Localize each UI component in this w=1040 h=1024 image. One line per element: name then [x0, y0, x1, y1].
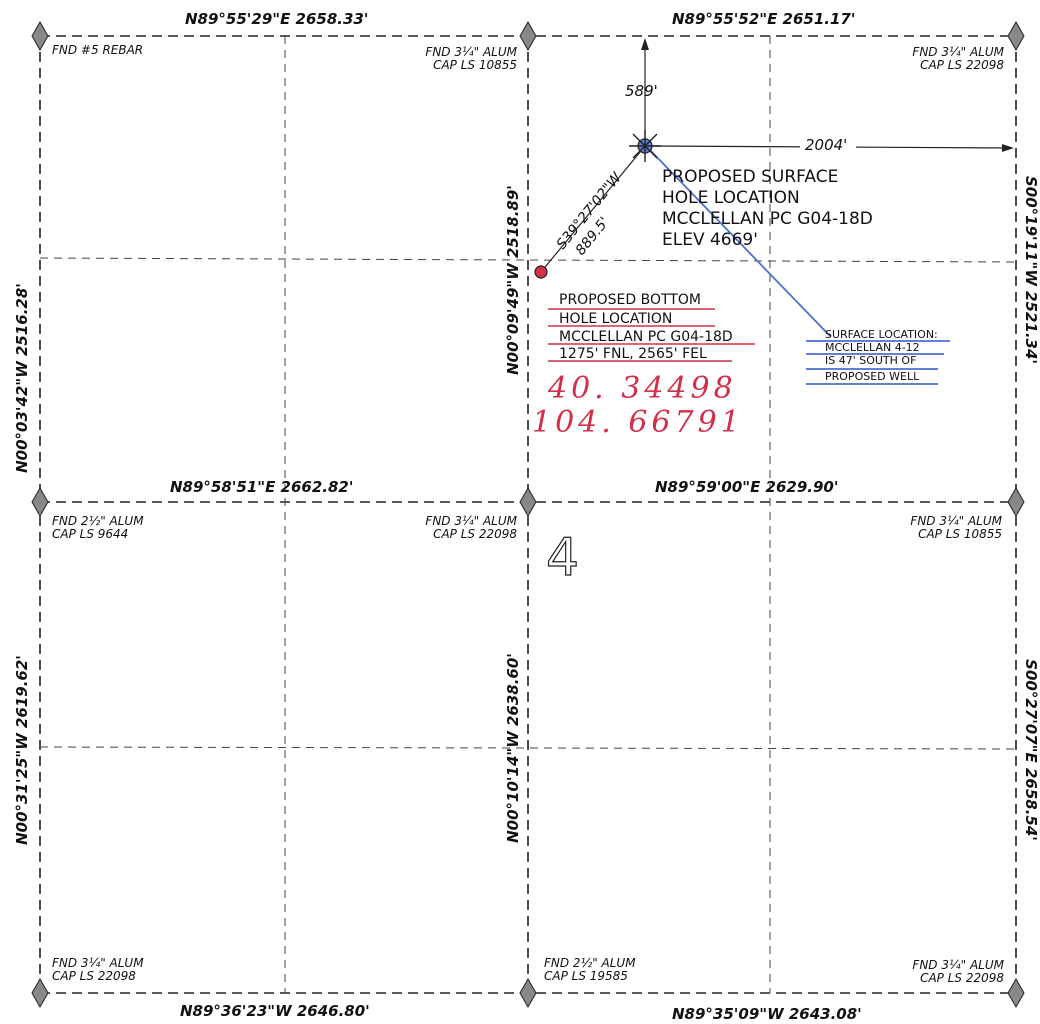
section-number: 4: [546, 528, 579, 588]
bearing-top-right: N89°55'52"E 2651.17': [672, 10, 855, 28]
bearing-left-upper: N00°03'42"W 2516.28': [13, 283, 31, 473]
monument-label-mc-1: FND 3¼" ALUM: [425, 514, 517, 528]
monument-label-bc-2: CAP LS 19585: [544, 969, 628, 983]
bearing-top-left: N89°55'29"E 2658.33': [185, 10, 368, 28]
monument-label-bl-2: CAP LS 22098: [52, 969, 136, 983]
surface-line-1: PROPOSED SURFACE: [662, 167, 838, 187]
monument-label-tr-1: FND 3¼" ALUM: [912, 45, 1004, 59]
monument-tc: [519, 20, 537, 52]
handwritten-longitude: 104. 66791: [532, 405, 744, 440]
monument-tr: [1007, 20, 1025, 52]
monument-label-mr-2: CAP LS 10855: [918, 527, 1002, 541]
surface-line-3: MCCLELLAN PC G04-18D: [662, 209, 873, 229]
monument-label-bl-1: FND 3¼" ALUM: [52, 956, 144, 970]
surface-hole-symbol: [629, 130, 661, 162]
sixteenth-lines: [39, 36, 1017, 993]
bottom-line-3: MCCLELLAN PC G04-18D: [559, 329, 733, 345]
monument-mc: [519, 486, 537, 518]
monument-label-tr-2: CAP LS 22098: [920, 58, 1004, 72]
bearing-bottom-right: N89°35'09"W 2643.08': [672, 1005, 862, 1023]
monument-diamonds: [31, 20, 1025, 1009]
bottom-line-4: 1275' FNL, 2565' FEL: [559, 346, 707, 362]
bottom-hole-symbol: [534, 265, 548, 279]
surface-note-leader: [649, 149, 831, 337]
monument-label-mr-1: FND 3¼" ALUM: [910, 514, 1002, 528]
bearing-center-upper: N00°09'49"W 2518.89': [504, 185, 522, 375]
monument-label-tc-2: CAP LS 10855: [433, 58, 517, 72]
surface-note-line-2: MCCLELLAN 4-12: [825, 341, 920, 354]
bearing-mid-left: N89°58'51"E 2662.82': [170, 478, 353, 496]
surface-note-line-3: IS 47' SOUTH OF: [825, 354, 916, 367]
bearing-center-lower: N00°10'14"W 2638.60': [504, 653, 522, 843]
surface-line-2: HOLE LOCATION: [662, 188, 800, 208]
bottom-line-2: HOLE LOCATION: [559, 311, 672, 327]
monument-label-br-1: FND 3¼" ALUM: [912, 958, 1004, 972]
monument-br: [1007, 977, 1025, 1009]
bearing-bottom-left: N89°36'23"W 2646.80': [180, 1002, 370, 1020]
monument-bl: [31, 977, 49, 1009]
monument-bc: [519, 977, 537, 1009]
surface-line-4: ELEV 4669': [662, 230, 758, 250]
monument-ml: [31, 486, 49, 518]
monument-label-ml-2: CAP LS 9644: [52, 527, 128, 541]
monument-label-mc-2: CAP LS 22098: [433, 527, 517, 541]
dim-east-mask: [800, 134, 856, 154]
monument-label-tl: FND #5 REBAR: [52, 43, 143, 57]
monument-label-ml-1: FND 2½" ALUM: [52, 514, 144, 528]
bearing-right-lower: S00°27'07"E 2658.54': [1022, 659, 1040, 841]
monument-label-bc-1: FND 2½" ALUM: [544, 956, 636, 970]
dim-east: 2004': [805, 136, 847, 154]
dimension-lines: [540, 38, 1014, 273]
monument-tl: [31, 20, 49, 52]
bearing-right-upper: S00°19'11"W 2521.34': [1022, 176, 1040, 364]
dim-north: 589': [625, 82, 658, 100]
surface-note-line-1: SURFACE LOCATION:: [825, 328, 938, 341]
bearing-left-lower: N00°31'25"W 2619.62': [13, 655, 31, 845]
surface-note-line-4: PROPOSED WELL: [825, 370, 920, 383]
handwritten-latitude: 40. 34498: [547, 371, 737, 406]
bearing-mid-right: N89°59'00"E 2629.90': [655, 478, 838, 496]
bottom-line-1: PROPOSED BOTTOM: [559, 292, 701, 308]
monument-mr: [1007, 486, 1025, 518]
monument-label-tc-1: FND 3¼" ALUM: [425, 45, 517, 59]
monument-label-br-2: CAP LS 22098: [920, 971, 1004, 985]
